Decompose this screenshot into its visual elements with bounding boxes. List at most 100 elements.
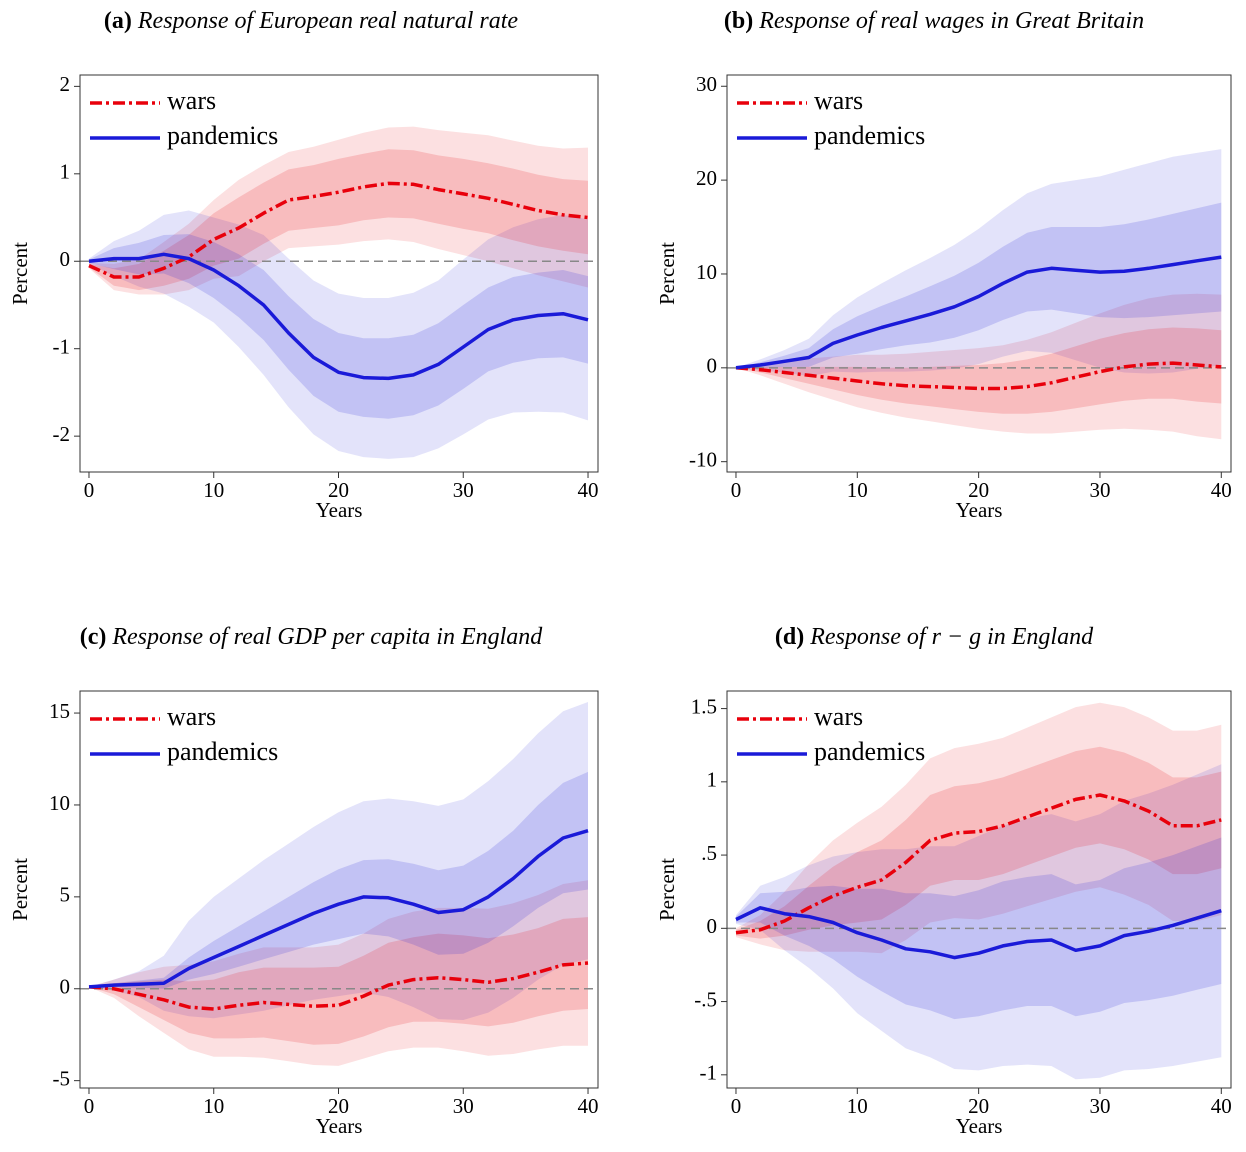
series-line bbox=[88, 252, 589, 381]
series-line bbox=[88, 181, 589, 279]
confidence-band bbox=[89, 917, 588, 1045]
x-tick-label: 10 bbox=[847, 478, 868, 502]
confidence-band bbox=[89, 234, 588, 419]
y-tick-label: 1.5 bbox=[691, 694, 717, 718]
confidence-band bbox=[736, 149, 1222, 377]
y-tick-label: 5 bbox=[60, 883, 71, 907]
confidence-band bbox=[89, 149, 588, 291]
legend-label: pandemics bbox=[167, 121, 278, 150]
y-tick-label: 1 bbox=[707, 768, 718, 792]
plot-area bbox=[727, 149, 1231, 440]
y-tick-label: 0 bbox=[707, 354, 718, 378]
y-tick-label: 10 bbox=[49, 791, 70, 815]
panel-title-text: Response of real GDP per capita in Engla… bbox=[111, 624, 543, 650]
panel-title: (c) Response of real GDP per capita in En… bbox=[80, 624, 544, 650]
x-tick-label: 10 bbox=[203, 478, 224, 502]
x-tick-label: 30 bbox=[1089, 1094, 1110, 1118]
legend-label: pandemics bbox=[167, 737, 278, 766]
series-line bbox=[88, 961, 589, 1011]
confidence-band bbox=[89, 702, 588, 1020]
x-tick-label: 0 bbox=[84, 1094, 95, 1118]
x-tick-label: 20 bbox=[968, 1094, 989, 1118]
panel-label: (b) bbox=[724, 8, 753, 34]
panel-label: (a) bbox=[104, 8, 132, 34]
y-tick-label: -5 bbox=[53, 1066, 71, 1090]
y-tick-label: 30 bbox=[696, 72, 717, 96]
series-line bbox=[735, 906, 1222, 960]
x-tick-label: 10 bbox=[203, 1094, 224, 1118]
panel-title: (d) Response of r − g in England bbox=[775, 624, 1094, 650]
y-tick-label: 2 bbox=[60, 72, 71, 96]
legend-label: pandemics bbox=[814, 121, 925, 150]
y-tick-label: 1 bbox=[60, 160, 71, 184]
confidence-band bbox=[89, 210, 588, 459]
legend-label: wars bbox=[167, 702, 216, 731]
confidence-band bbox=[736, 837, 1222, 1020]
x-tick-label: 20 bbox=[968, 478, 989, 502]
x-tick-label: 20 bbox=[328, 1094, 349, 1118]
y-tick-label: .5 bbox=[701, 841, 717, 865]
x-tick-label: 40 bbox=[578, 1094, 599, 1118]
y-tick-label: 15 bbox=[49, 699, 70, 723]
x-axis-label: Years bbox=[956, 1114, 1003, 1138]
y-axis-label: Percent bbox=[655, 858, 679, 921]
legend-label: pandemics bbox=[814, 737, 925, 766]
x-tick-label: 10 bbox=[847, 1094, 868, 1118]
y-tick-label: 0 bbox=[60, 247, 71, 271]
confidence-band bbox=[89, 880, 588, 1066]
legend-label: wars bbox=[814, 702, 863, 731]
panel-title-text: Response of European real natural rate bbox=[137, 8, 519, 34]
y-tick-label: 20 bbox=[696, 166, 717, 190]
y-tick-label: -2 bbox=[53, 422, 71, 446]
legend-label: wars bbox=[814, 86, 863, 115]
x-axis-label: Years bbox=[316, 498, 363, 522]
confidence-band bbox=[736, 327, 1222, 414]
series-line bbox=[735, 361, 1222, 391]
x-tick-label: 0 bbox=[731, 1094, 742, 1118]
panel-title-text: Response of r − g in England bbox=[809, 624, 1094, 650]
confidence-band bbox=[89, 126, 588, 295]
x-tick-label: 30 bbox=[453, 478, 474, 502]
y-tick-label: -10 bbox=[689, 447, 717, 471]
plot-area bbox=[80, 126, 598, 459]
panel: (c) Response of real GDP per capita in En… bbox=[8, 624, 599, 1138]
plot-area bbox=[727, 702, 1231, 1080]
x-tick-label: 40 bbox=[1211, 1094, 1232, 1118]
panel: (a) Response of European real natural rat… bbox=[8, 8, 599, 522]
y-axis-label: Percent bbox=[655, 242, 679, 305]
panel-title: (b) Response of real wages in Great Brita… bbox=[724, 8, 1144, 34]
x-tick-label: 20 bbox=[328, 478, 349, 502]
series-line bbox=[735, 793, 1222, 935]
panel: (d) Response of r − g in England -1 -.5 0 .5 1… bbox=[655, 624, 1232, 1138]
panel-label: (d) bbox=[775, 624, 804, 650]
x-axis-label: Years bbox=[956, 498, 1003, 522]
panel-title: (a) Response of European real natural rat… bbox=[104, 8, 519, 34]
x-axis-label: Years bbox=[316, 1114, 363, 1138]
panel-label: (c) bbox=[80, 624, 107, 650]
panel-title-text: Response of real wages in Great Britain bbox=[758, 8, 1144, 34]
x-tick-label: 30 bbox=[453, 1094, 474, 1118]
x-tick-label: 30 bbox=[1089, 478, 1110, 502]
y-tick-label: -1 bbox=[700, 1061, 718, 1085]
panel: (b) Response of real wages in Great Brita… bbox=[655, 8, 1232, 522]
y-tick-label: 0 bbox=[707, 914, 718, 938]
confidence-band bbox=[89, 771, 588, 989]
confidence-band bbox=[736, 702, 1222, 954]
x-tick-label: 40 bbox=[1211, 478, 1232, 502]
y-axis-label: Percent bbox=[8, 242, 32, 305]
plot-area bbox=[80, 702, 598, 1066]
y-tick-label: 0 bbox=[60, 975, 71, 999]
y-tick-label: -.5 bbox=[694, 987, 717, 1011]
y-axis-label: Percent bbox=[8, 858, 32, 921]
y-tick-label: 10 bbox=[696, 260, 717, 284]
confidence-band bbox=[736, 293, 1222, 440]
x-tick-label: 0 bbox=[731, 478, 742, 502]
series-line bbox=[735, 255, 1222, 370]
x-tick-label: 0 bbox=[84, 478, 95, 502]
y-tick-label: -1 bbox=[53, 335, 71, 359]
x-tick-label: 40 bbox=[578, 478, 599, 502]
legend-label: wars bbox=[167, 86, 216, 115]
confidence-band bbox=[736, 764, 1222, 1080]
series-line bbox=[88, 829, 589, 989]
